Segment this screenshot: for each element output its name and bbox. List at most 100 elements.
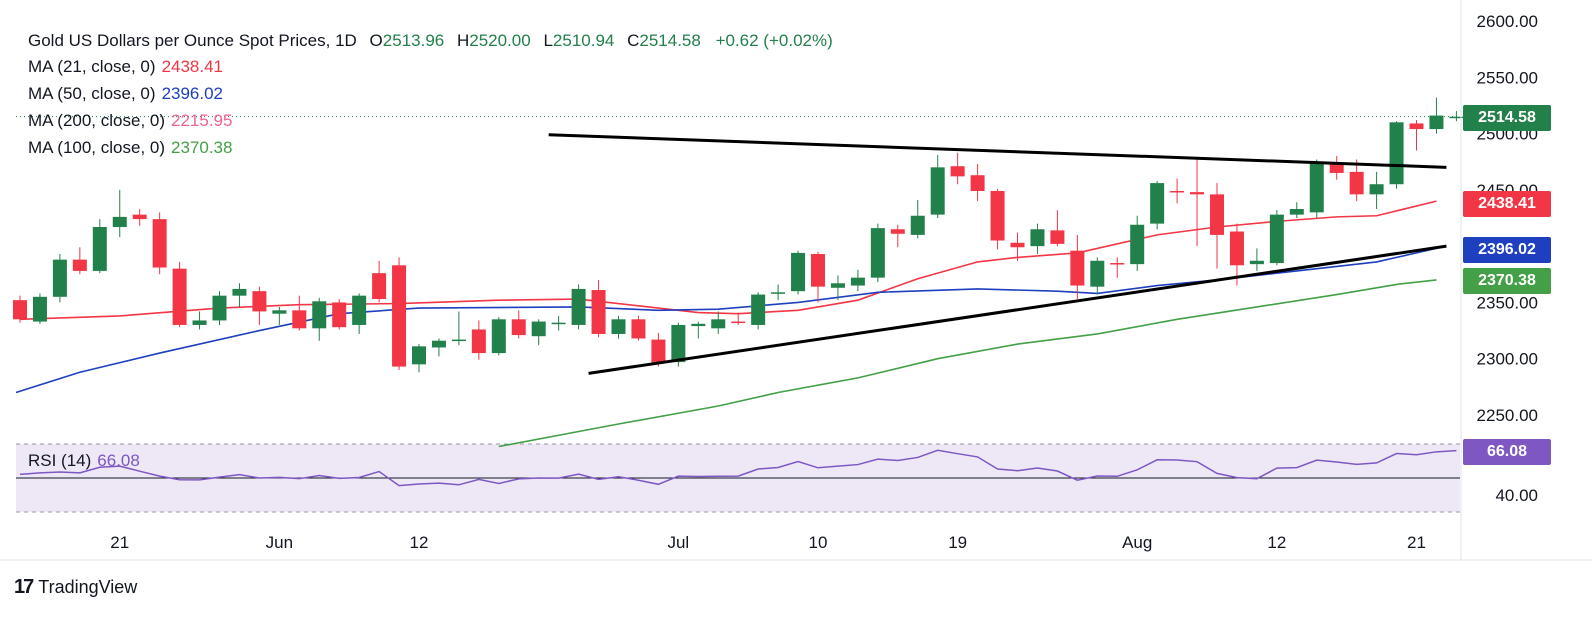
candle-body [591,290,606,334]
open-label: O [369,31,383,50]
ma-line-ma-21 [19,200,1437,321]
candle-body [1150,183,1165,224]
candle [531,319,546,346]
close-label: C [627,31,640,50]
change-value: +0.62 (+0.02%) [715,31,833,50]
ma-line-ma-100 [498,279,1437,448]
candle-body [451,339,466,342]
candle-body [1429,115,1444,130]
candle-body [1389,122,1404,185]
candle [52,254,67,303]
x-tick-label: 10 [809,533,828,552]
candle-body [152,219,167,268]
candle-body [1110,263,1125,265]
candle [1190,158,1205,247]
y-tick-label: 2600.00 [1477,12,1538,31]
candle-body [192,320,207,325]
candle [451,311,466,346]
tradingview-name: TradingView [38,577,138,597]
ma100-legend[interactable]: MA (100, close, 0) 2370.38 [28,138,232,158]
candle [1429,97,1444,134]
candle [970,163,985,202]
candle [791,250,806,295]
candle-body [870,228,885,278]
candle-body [611,319,626,334]
candle [611,315,626,339]
rsi-label: RSI (14) [28,451,92,470]
candle-body [531,321,546,337]
candle [491,317,506,356]
candle [13,295,27,323]
candle [252,286,267,325]
x-tick-label: 12 [1267,533,1286,552]
ma50-label: MA (50, close, 0) [28,84,156,103]
candle [152,212,167,275]
candle [1269,210,1284,266]
candle-body [1449,116,1464,119]
candle-body [930,167,945,215]
candle [1449,111,1464,122]
x-tick-label: 19 [948,533,967,552]
candle [771,284,786,301]
candle-body [312,301,327,329]
candle-body [132,214,147,220]
rsi-legend-value: 66.08 [97,451,140,470]
candle [1170,178,1185,204]
candle [651,332,666,367]
candle-body [1289,208,1304,215]
ma100-price-badge: 2370.38 [1463,268,1551,294]
ma100-label: MA (100, close, 0) [28,138,166,157]
candle [691,321,706,339]
x-tick-label: Jul [667,533,689,552]
candle [1050,210,1065,247]
candle [32,293,47,324]
candle [272,306,287,325]
candle [870,223,885,283]
candle-body [292,310,307,329]
candle-body [232,288,247,296]
ma21-legend[interactable]: MA (21, close, 0) 2438.41 [28,57,223,77]
rsi-legend[interactable]: RSI (14) 66.08 [28,451,140,471]
candle [132,208,147,226]
candle [930,154,945,218]
ma21-price-badge: 2438.41 [1463,191,1551,217]
candle-body [811,254,825,287]
ma200-value: 2215.95 [171,111,233,130]
candle-body [1329,162,1344,173]
tradingview-brand[interactable]: 17 TradingView [14,576,137,599]
candle [212,291,227,325]
candle [1090,257,1105,295]
x-tick-label: 21 [110,533,129,552]
candle-body [631,319,646,339]
candle [192,311,207,330]
ma50-legend[interactable]: MA (50, close, 0) 2396.02 [28,84,223,104]
low-value: 2510.94 [552,31,615,50]
candle [172,261,187,328]
high-label: H [456,31,470,50]
candle [1329,156,1344,180]
candle-body [1030,229,1045,247]
y-tick-label: 2350.00 [1477,293,1538,312]
candle-body [1130,224,1145,265]
candle [751,292,766,330]
ma200-legend[interactable]: MA (200, close, 0) 2215.95 [28,111,232,131]
candle-body [950,166,965,177]
candle [711,311,726,334]
candle [1309,159,1324,218]
candle [1210,183,1224,269]
candle-body [1090,260,1105,287]
candle-body [392,265,407,367]
candle-body [1309,162,1324,213]
candle [232,283,247,307]
x-tick-label: Aug [1122,533,1152,552]
symbol-title: Gold US Dollars per Ounce Spot Prices, 1… [28,31,357,50]
candle-body [1229,231,1244,266]
candle [292,295,307,331]
candle-body [711,319,726,329]
tradingview-logo: 17 [14,576,34,598]
candle [471,320,486,360]
candle-body [751,294,766,325]
candle [92,219,107,274]
candle-body [272,310,287,314]
